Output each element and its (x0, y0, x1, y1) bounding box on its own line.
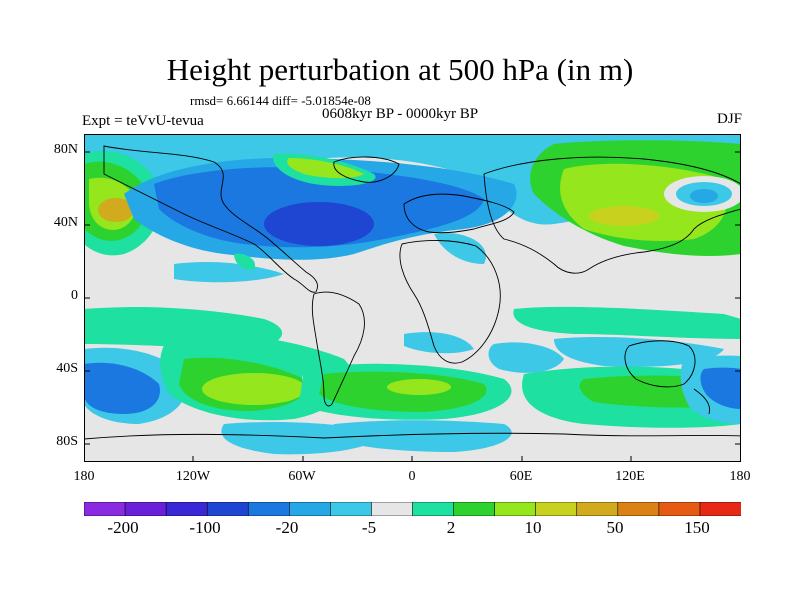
contour-band-neg5 (174, 262, 284, 283)
contour-band-20 (387, 379, 451, 395)
contour-fill-layer (84, 134, 741, 462)
contour-band-neg5 (221, 422, 384, 455)
contour-band-neg5 (329, 420, 512, 452)
contour-band-20 (202, 373, 306, 405)
colorbar-label: 10 (524, 518, 542, 537)
period-text: 0608kyr BP - 0000kyr BP (322, 106, 479, 122)
experiment-label: Expt = teVvU-tevua (82, 113, 204, 129)
colorbar-label: -5 (361, 518, 377, 537)
xtick-label: 120W (175, 469, 211, 484)
colorbar-swatch (165, 502, 208, 516)
colorbar-swatch (535, 502, 578, 516)
colorbar-swatch (412, 502, 455, 516)
map-plot (84, 134, 741, 462)
ytick-label: 0 (71, 288, 78, 303)
colorbar-swatch (371, 502, 414, 516)
contour-band-2 (513, 306, 741, 339)
colorbar-swatch (124, 502, 167, 516)
contour-band-neg5 (554, 337, 724, 367)
coastline-europe (403, 193, 515, 234)
contour-band-neg20 (690, 189, 718, 203)
colorbar-swatch (699, 502, 741, 516)
xtick-label: 0 (408, 469, 416, 484)
ytick-label: 40S (56, 361, 78, 376)
coastline-greenland (333, 156, 400, 183)
colorbar-label: -100 (189, 518, 221, 537)
xtick-label: 180 (73, 469, 95, 484)
coastline-new-zealand (693, 388, 711, 415)
colorbar-swatch (617, 502, 660, 516)
xtick-label: 180 (729, 469, 751, 484)
colorbar-swatch (330, 502, 373, 516)
contour-band-neg5 (404, 332, 474, 354)
coastline-antarctica (84, 432, 741, 440)
colorbar-swatch (453, 502, 496, 516)
ytick-label: 80N (53, 142, 78, 157)
coastline-asia (483, 156, 741, 274)
contour-band-neg20 (700, 367, 741, 409)
contour-band-2 (234, 253, 255, 270)
season-label: DJF (716, 111, 742, 127)
coastline-south-america (311, 291, 365, 407)
xtick-label: 60W (288, 469, 316, 484)
coastline-australia (624, 340, 696, 388)
xtick-label: 60E (509, 469, 533, 484)
colorbar-label: -20 (275, 518, 299, 537)
contour-band-neg5 (488, 342, 564, 373)
axis-ticks (84, 151, 741, 462)
colorbar-swatch (494, 502, 537, 516)
ytick-label: 80S (56, 434, 78, 449)
map-title: Height perturbation at 500 hPa (in m) (166, 52, 634, 87)
colorbar-label: 50 (606, 518, 624, 537)
colorbar-swatch (206, 502, 250, 516)
coastline-africa (399, 240, 501, 364)
colorbar-swatch (658, 502, 701, 516)
colorbar-swatch (289, 502, 332, 516)
colorbar-swatch (84, 502, 126, 516)
coastline-layer (84, 145, 741, 440)
colorbar-swatch (576, 502, 619, 516)
contour-band-10 (287, 158, 364, 179)
contour-band-neg20 (84, 362, 160, 414)
contour-band-50 (589, 206, 659, 226)
colorbar-label: 2 (446, 518, 456, 537)
colorbar-swatch (247, 502, 291, 516)
colorbar-label: -200 (107, 518, 139, 537)
contour-band-neg100 (264, 202, 374, 246)
ytick-label: 40N (53, 215, 78, 230)
coastline-north-america (103, 145, 318, 293)
xtick-label: 120E (615, 469, 645, 484)
colorbar (84, 502, 741, 516)
stats-text: rmsd= 6.66144 diff= -5.01854e-08 (190, 93, 371, 108)
contour-band-50 (98, 198, 134, 222)
colorbar-label: 150 (684, 518, 710, 537)
